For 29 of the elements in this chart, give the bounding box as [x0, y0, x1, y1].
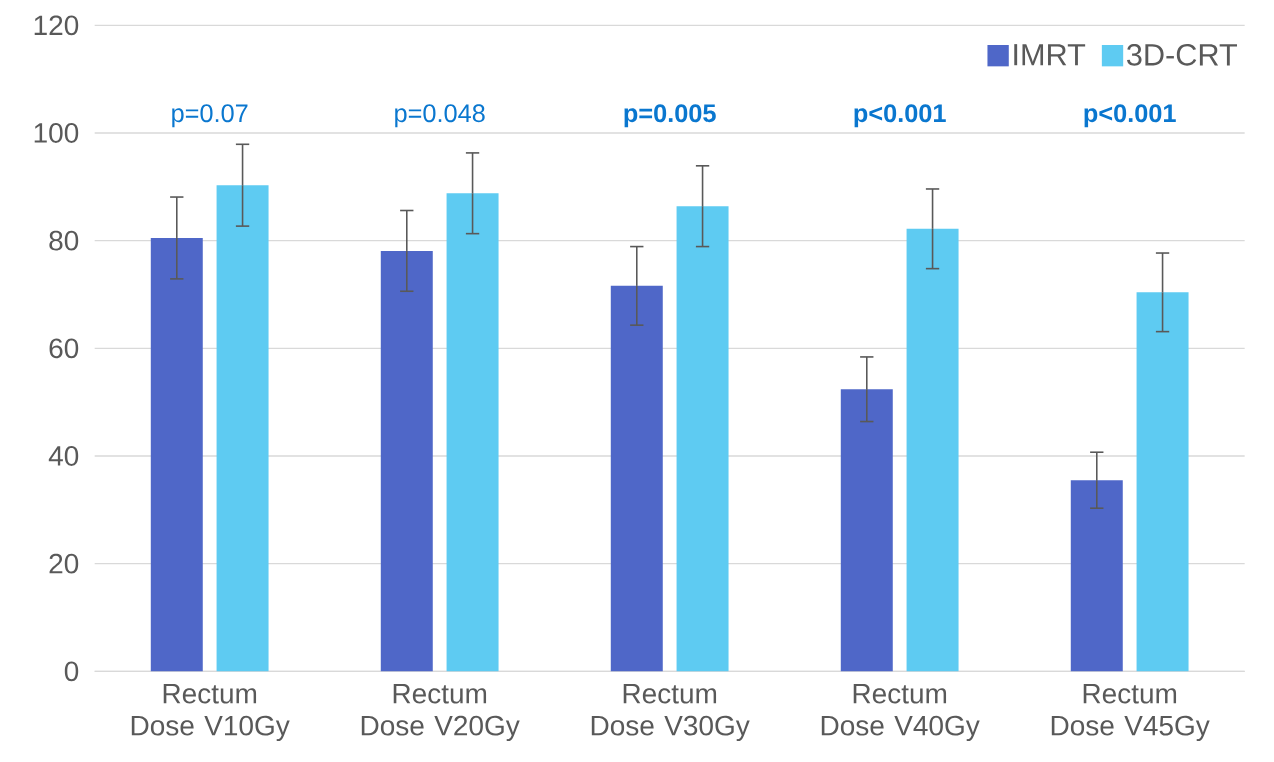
y-tick-label: 40	[48, 446, 79, 466]
y-tick-label: 20	[49, 553, 79, 574]
bar	[1070, 480, 1123, 672]
y-tick-label: 0	[64, 661, 79, 682]
y-tick-label: 80	[49, 230, 79, 251]
bar	[676, 206, 729, 672]
bar	[446, 193, 499, 672]
annotation: p=0.07	[172, 104, 248, 128]
bar	[610, 285, 663, 672]
annotation: p<0.001	[1084, 104, 1176, 128]
x-tick-label: Rectum Dose V20Gy	[361, 684, 520, 742]
annotation: p=0.005	[624, 104, 716, 128]
annotation: p<0.001	[854, 104, 946, 128]
y-tick-label: 120	[34, 15, 79, 36]
bar	[380, 250, 433, 672]
x-tick-label: Rectum Dose V40Gy	[821, 684, 980, 742]
legend-label: IMRT	[1014, 44, 1086, 66]
bar	[216, 185, 269, 672]
bar	[840, 389, 893, 672]
bar	[1136, 292, 1189, 672]
x-tick-label: Rectum Dose V10Gy	[131, 684, 290, 742]
x-tick-label: Rectum Dose V45Gy	[1051, 684, 1210, 742]
annotation: p=0.048	[395, 104, 485, 128]
bar	[906, 228, 959, 672]
y-tick-label: 100	[34, 123, 79, 143]
bar	[150, 237, 203, 672]
x-tick-label: Rectum Dose V30Gy	[591, 684, 750, 742]
legend-label: 3D-CRT	[1127, 43, 1238, 66]
y-tick-label: 60	[49, 338, 79, 359]
